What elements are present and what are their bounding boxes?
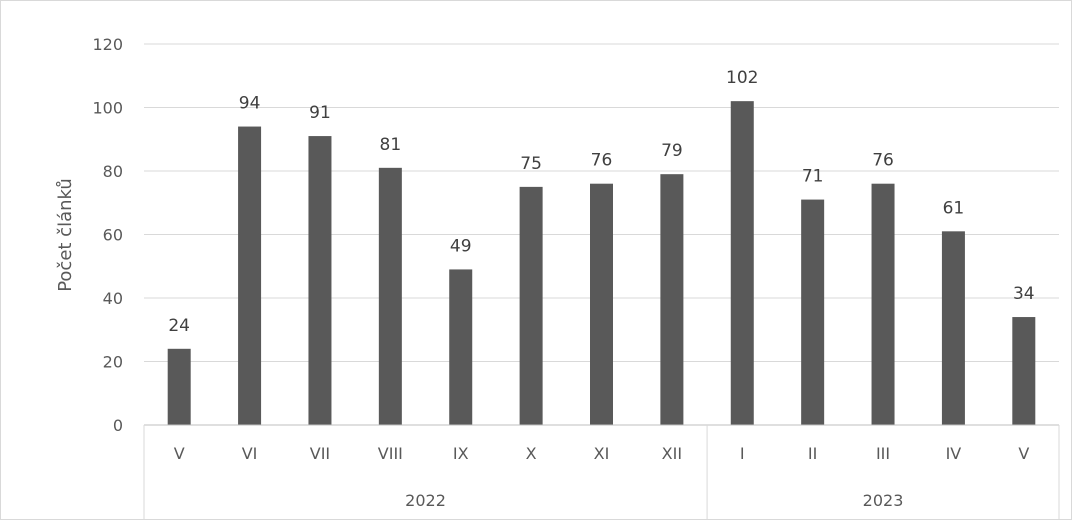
y-axis-title: Počet článků xyxy=(55,178,76,292)
data-label: 49 xyxy=(450,236,472,256)
x-category-label: IX xyxy=(453,444,469,463)
x-category-label: V xyxy=(1018,444,1029,463)
bar xyxy=(519,186,543,425)
bar xyxy=(801,199,825,425)
x-group-label: 2022 xyxy=(405,491,446,510)
data-label: 75 xyxy=(520,154,542,174)
data-labels: 24 94 91 81 49 75 76 79 102 71 76 61 34 xyxy=(168,68,1034,336)
x-category-label: V xyxy=(174,444,185,463)
bar xyxy=(590,183,613,425)
x-category-label: II xyxy=(808,444,817,463)
data-label: 102 xyxy=(726,68,758,88)
bar xyxy=(941,231,965,425)
bar xyxy=(660,174,684,425)
y-tick-label: 0 xyxy=(113,416,123,435)
y-tick-label: 100 xyxy=(92,99,123,118)
x-category-label: IV xyxy=(946,444,962,463)
data-label: 91 xyxy=(309,103,331,123)
bars xyxy=(167,101,1036,426)
x-category-label: VII xyxy=(310,444,330,463)
data-label: 94 xyxy=(239,94,261,114)
x-category-label: VIII xyxy=(378,444,403,463)
bar xyxy=(238,126,262,426)
y-tick-label: 80 xyxy=(103,162,123,181)
x-category-label: XII xyxy=(662,444,682,463)
bar xyxy=(378,167,402,425)
bar xyxy=(308,136,332,425)
data-label: 34 xyxy=(1013,284,1035,304)
x-category-label: XI xyxy=(594,444,610,463)
y-tick-label: 40 xyxy=(103,289,123,308)
data-label: 79 xyxy=(661,141,683,161)
x-category-label: III xyxy=(876,444,890,463)
data-label: 81 xyxy=(380,135,402,155)
data-label: 61 xyxy=(943,198,965,218)
y-axis-ticks: 0 20 40 60 80 100 120 xyxy=(92,35,123,435)
x-category-label: VI xyxy=(242,444,258,463)
data-label: 71 xyxy=(802,167,824,187)
bar xyxy=(449,269,473,425)
y-tick-label: 120 xyxy=(92,35,123,54)
bar xyxy=(1012,317,1036,425)
bar xyxy=(871,183,895,425)
x-category-label: X xyxy=(526,444,537,463)
bar xyxy=(167,348,191,425)
x-group-label: 2023 xyxy=(863,491,904,510)
y-tick-label: 20 xyxy=(103,353,123,372)
data-label: 76 xyxy=(591,151,613,171)
x-category-label: I xyxy=(740,444,745,463)
data-label: 76 xyxy=(872,151,894,171)
y-tick-label: 60 xyxy=(103,226,123,245)
bar xyxy=(730,101,754,426)
data-label: 24 xyxy=(168,316,190,336)
